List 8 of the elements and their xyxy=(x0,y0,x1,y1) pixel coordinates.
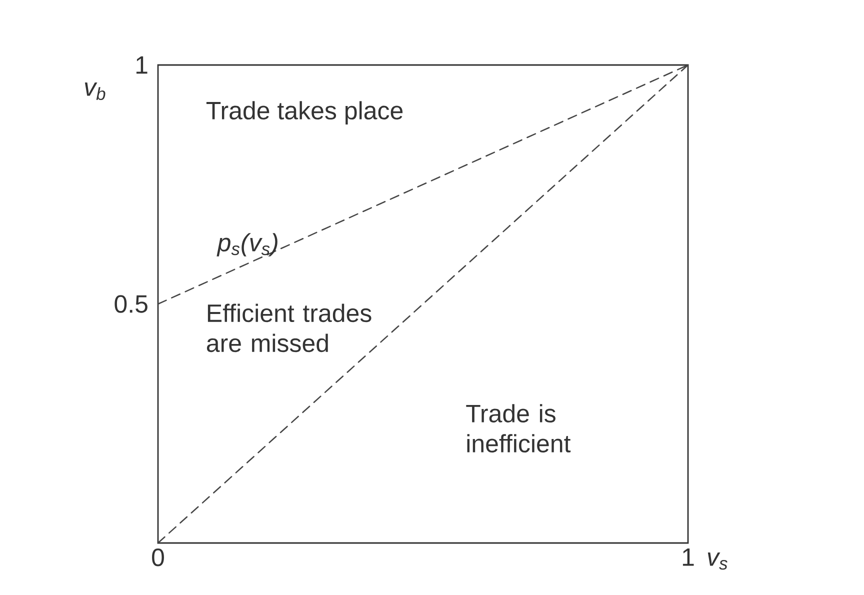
y-tick-label: 0.5 xyxy=(114,295,148,313)
annotation: Trade takes place xyxy=(206,101,403,124)
annotation: Trade is inefficient xyxy=(466,404,571,452)
x-tick-label: 0 xyxy=(152,548,164,566)
x-axis-title: v$_{s}$ xyxy=(708,552,728,570)
y-axis-title: v$_{b}$ xyxy=(84,82,106,100)
series-label: p$_{s}$(v$_{s}$) xyxy=(216,233,278,256)
annotation: Efficient trades are missed xyxy=(206,304,372,352)
